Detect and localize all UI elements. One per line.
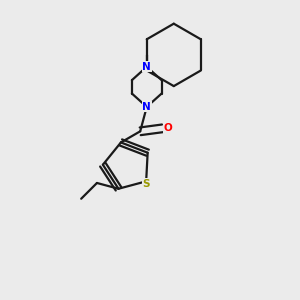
Text: O: O xyxy=(164,123,172,133)
Text: N: N xyxy=(142,62,151,72)
Text: N: N xyxy=(142,102,151,112)
Text: S: S xyxy=(142,179,150,189)
